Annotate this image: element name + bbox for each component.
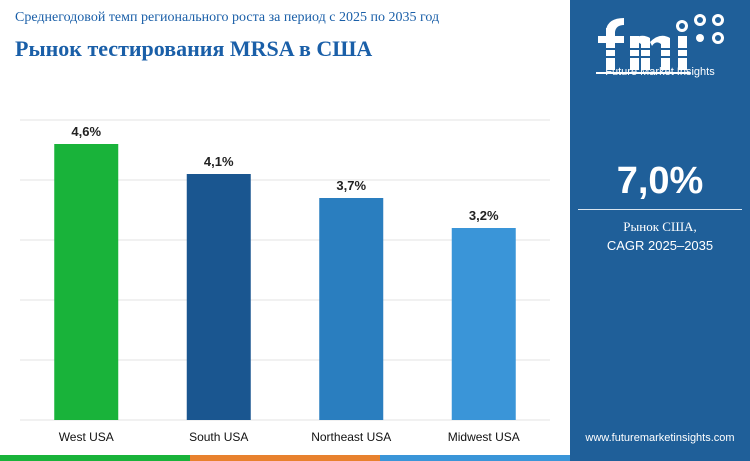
website-link[interactable]: www.futuremarketinsights.com bbox=[585, 432, 735, 444]
label-layer: 4,6% West USA 4,1% South USA 3,7% Northeast U… bbox=[59, 124, 520, 444]
bar-value-label: 4,6% bbox=[71, 124, 101, 139]
category-label: West USA bbox=[59, 430, 114, 444]
bar-value-label: 3,7% bbox=[336, 178, 366, 193]
bar-value-label: 4,1% bbox=[204, 154, 234, 169]
logo-text: Future Market Insights bbox=[605, 66, 715, 78]
sidebar-panel: Future Market Insights 7,0% Рынок США, C… bbox=[570, 0, 750, 455]
bar-layer bbox=[54, 144, 516, 420]
bar-south-usa bbox=[186, 174, 251, 420]
bar-west-usa bbox=[54, 144, 119, 420]
category-label: Northeast USA bbox=[311, 430, 391, 444]
cagr-label-market: Рынок США, bbox=[623, 219, 697, 234]
cagr-divider bbox=[578, 209, 742, 210]
chart-title: Рынок тестирования MRSA в США bbox=[15, 36, 373, 61]
cagr-value: 7,0% bbox=[616, 160, 704, 202]
bar-value-label: 3,2% bbox=[469, 208, 499, 223]
bar-chart: 4,6% West USA 4,1% South USA 3,7% Northeast U… bbox=[20, 119, 550, 444]
cagr-label-period: CAGR 2025–2035 bbox=[606, 238, 714, 253]
chart-subtitle: Среднегодовой темп регионального роста з… bbox=[15, 10, 440, 25]
category-label: Midwest USA bbox=[448, 430, 520, 444]
bottom-color-strip bbox=[0, 455, 750, 461]
fmi-logo-icon bbox=[596, 14, 724, 74]
category-label: South USA bbox=[189, 430, 248, 444]
bar-midwest-usa bbox=[451, 228, 516, 420]
bar-northeast-usa bbox=[319, 198, 384, 420]
